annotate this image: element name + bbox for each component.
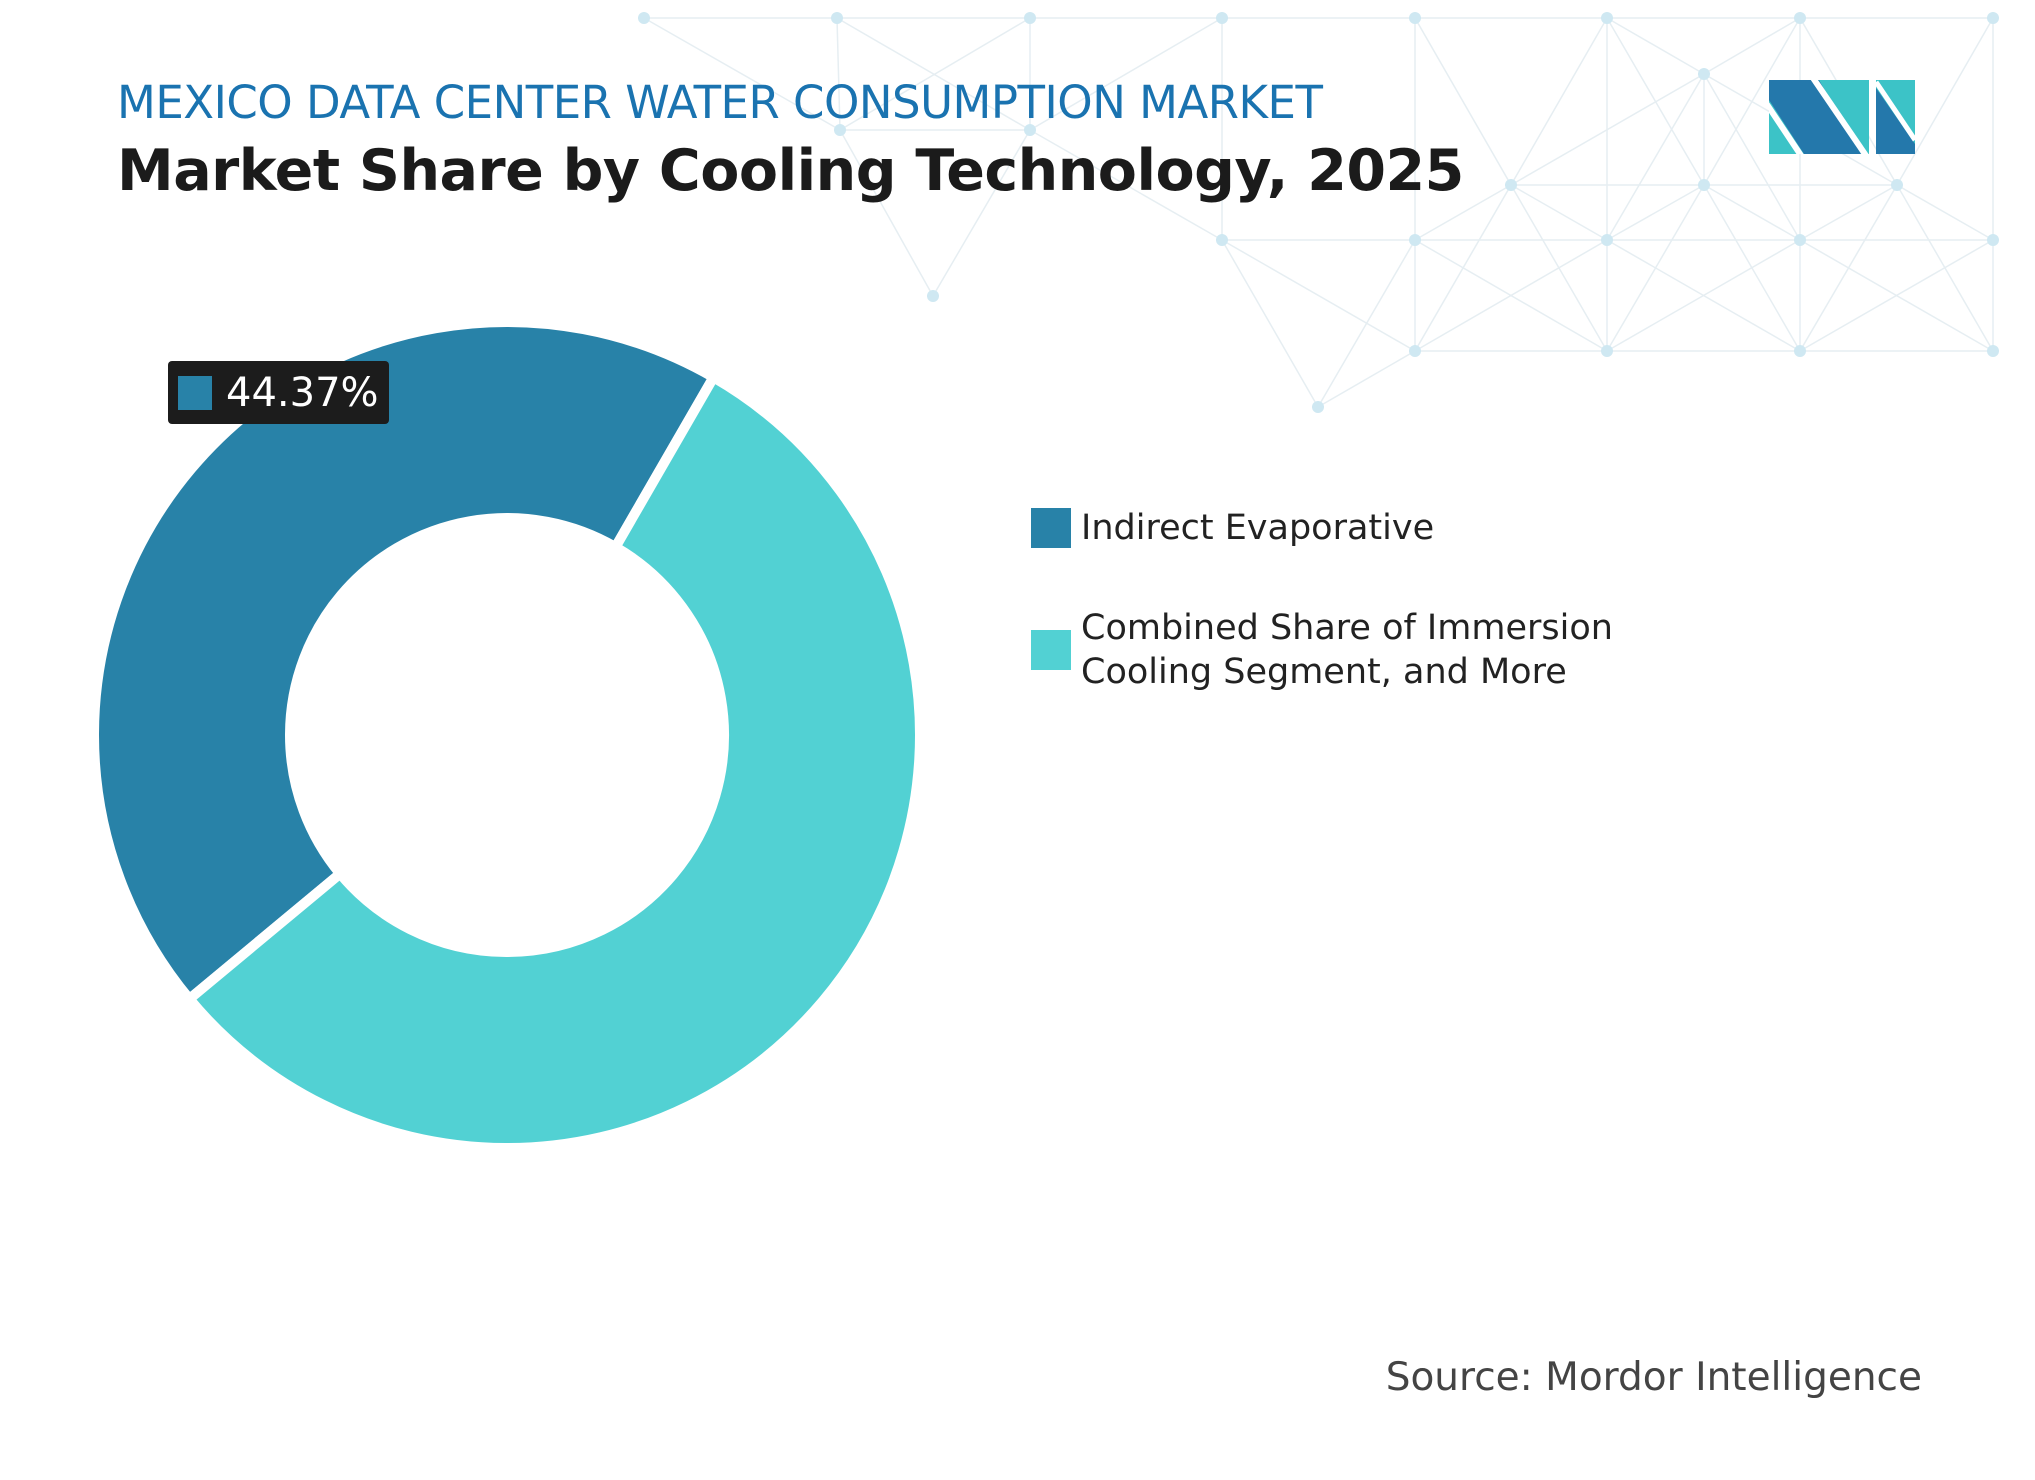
- pattern-node: [1409, 234, 1421, 246]
- pattern-node: [1601, 12, 1613, 24]
- pattern-node: [1312, 401, 1324, 413]
- pattern-node: [834, 124, 846, 136]
- donut-chart: [89, 317, 925, 1153]
- pattern-node: [927, 290, 939, 302]
- data-label-text: 44.37%: [226, 369, 379, 416]
- pattern-node: [1987, 234, 1999, 246]
- pattern-node: [1987, 345, 1999, 357]
- pattern-node: [1409, 12, 1421, 24]
- chart-title: Market Share by Cooling Technology, 2025: [117, 138, 1464, 204]
- label-swatch: [178, 375, 212, 410]
- pattern-node: [1698, 179, 1710, 191]
- pattern-node: [1794, 345, 1806, 357]
- pattern-node: [1698, 68, 1710, 80]
- pattern-node: [1216, 234, 1228, 246]
- pattern-node: [1024, 12, 1036, 24]
- legend-item-indirect-evaporative: Indirect Evaporative: [1031, 506, 1731, 550]
- pattern-node: [1601, 345, 1613, 357]
- pattern-node: [1024, 124, 1036, 136]
- pattern-node: [1794, 12, 1806, 24]
- donut-slice-0: [89, 317, 721, 1007]
- mordor-logo-icon: [1769, 80, 1915, 154]
- legend-item-combined-share: Combined Share of Immersion Cooling Segm…: [1031, 606, 1671, 694]
- pattern-node: [1601, 234, 1613, 246]
- pattern-node: [1794, 234, 1806, 246]
- pattern-node: [1409, 345, 1421, 357]
- pattern-node: [831, 12, 843, 24]
- pattern-node: [638, 12, 650, 24]
- background-network-pattern: [638, 12, 1999, 413]
- legend-label: Indirect Evaporative: [1081, 508, 1435, 548]
- pattern-node: [1505, 179, 1517, 191]
- legend-swatch: [1031, 508, 1071, 548]
- pattern-node: [1216, 12, 1228, 24]
- chart-supertitle: MEXICO DATA CENTER WATER CONSUMPTION MAR…: [117, 76, 1323, 129]
- pattern-node: [1891, 179, 1903, 191]
- data-label-indirect-evaporative: 44.37%: [168, 361, 389, 424]
- legend-swatch: [1031, 630, 1071, 670]
- donut-slice-1: [182, 370, 925, 1153]
- pattern-node: [1987, 12, 1999, 24]
- source-note: Source: Mordor Intelligence: [1385, 1355, 1922, 1400]
- legend-label: Combined Share of Immersion Cooling Segm…: [1081, 608, 1613, 692]
